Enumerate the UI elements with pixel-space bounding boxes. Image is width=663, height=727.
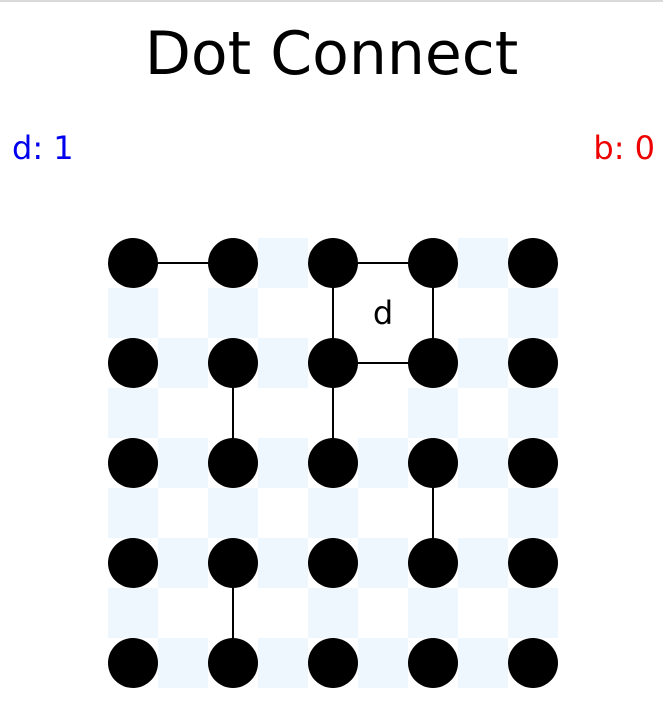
dot — [408, 238, 458, 288]
vertical-edge-slot[interactable] — [308, 488, 358, 538]
dot — [308, 438, 358, 488]
dot — [508, 538, 558, 588]
score-b: b: 0 — [593, 129, 655, 167]
dot — [308, 238, 358, 288]
dot — [208, 338, 258, 388]
horizontal-edge-slot[interactable] — [358, 438, 408, 488]
horizontal-edge-slot[interactable] — [158, 338, 208, 388]
dot — [308, 538, 358, 588]
dot — [508, 638, 558, 688]
horizontal-edge-slot[interactable] — [458, 638, 508, 688]
vertical-edge-slot[interactable] — [108, 588, 158, 638]
horizontal-edge-slot[interactable] — [158, 538, 208, 588]
dot — [208, 638, 258, 688]
vertical-edge-slot[interactable] — [108, 488, 158, 538]
dot — [408, 338, 458, 388]
dot — [108, 638, 158, 688]
vertical-edge-slot[interactable] — [408, 388, 458, 438]
dot — [308, 638, 358, 688]
vertical-edge-slot[interactable] — [508, 388, 558, 438]
horizontal-edge-slot[interactable] — [458, 438, 508, 488]
dot — [108, 438, 158, 488]
horizontal-edge-slot[interactable] — [358, 538, 408, 588]
dot — [408, 638, 458, 688]
dot — [508, 438, 558, 488]
horizontal-edge-slot[interactable] — [158, 638, 208, 688]
horizontal-edge-slot[interactable] — [258, 338, 308, 388]
horizontal-edge-slot[interactable] — [458, 538, 508, 588]
vertical-edge-slot[interactable] — [108, 288, 158, 338]
vertical-edge-slot[interactable] — [508, 288, 558, 338]
dot — [408, 438, 458, 488]
top-border — [0, 0, 663, 2]
vertical-edge-slot[interactable] — [308, 588, 358, 638]
horizontal-edge-slot[interactable] — [258, 638, 308, 688]
dot — [108, 338, 158, 388]
horizontal-edge-slot[interactable] — [158, 438, 208, 488]
horizontal-edge-slot[interactable] — [258, 238, 308, 288]
vertical-edge-slot[interactable] — [508, 588, 558, 638]
dot — [408, 538, 458, 588]
dot — [208, 538, 258, 588]
horizontal-edge-slot[interactable] — [458, 338, 508, 388]
vertical-edge-slot[interactable] — [208, 488, 258, 538]
vertical-edge-slot[interactable] — [208, 288, 258, 338]
dot — [208, 438, 258, 488]
dot — [108, 238, 158, 288]
box-owner-label: d — [373, 294, 393, 332]
vertical-edge-slot[interactable] — [408, 588, 458, 638]
dot — [208, 238, 258, 288]
dot — [508, 338, 558, 388]
horizontal-edge-slot[interactable] — [258, 438, 308, 488]
score-d: d: 1 — [12, 129, 74, 167]
horizontal-edge-slot[interactable] — [458, 238, 508, 288]
horizontal-edge-slot[interactable] — [358, 638, 408, 688]
horizontal-edge-slot[interactable] — [258, 538, 308, 588]
dot — [308, 338, 358, 388]
dot — [108, 538, 158, 588]
vertical-edge-slot[interactable] — [508, 488, 558, 538]
page-title: Dot Connect — [144, 19, 519, 89]
dot — [508, 238, 558, 288]
vertical-edge-slot[interactable] — [108, 388, 158, 438]
